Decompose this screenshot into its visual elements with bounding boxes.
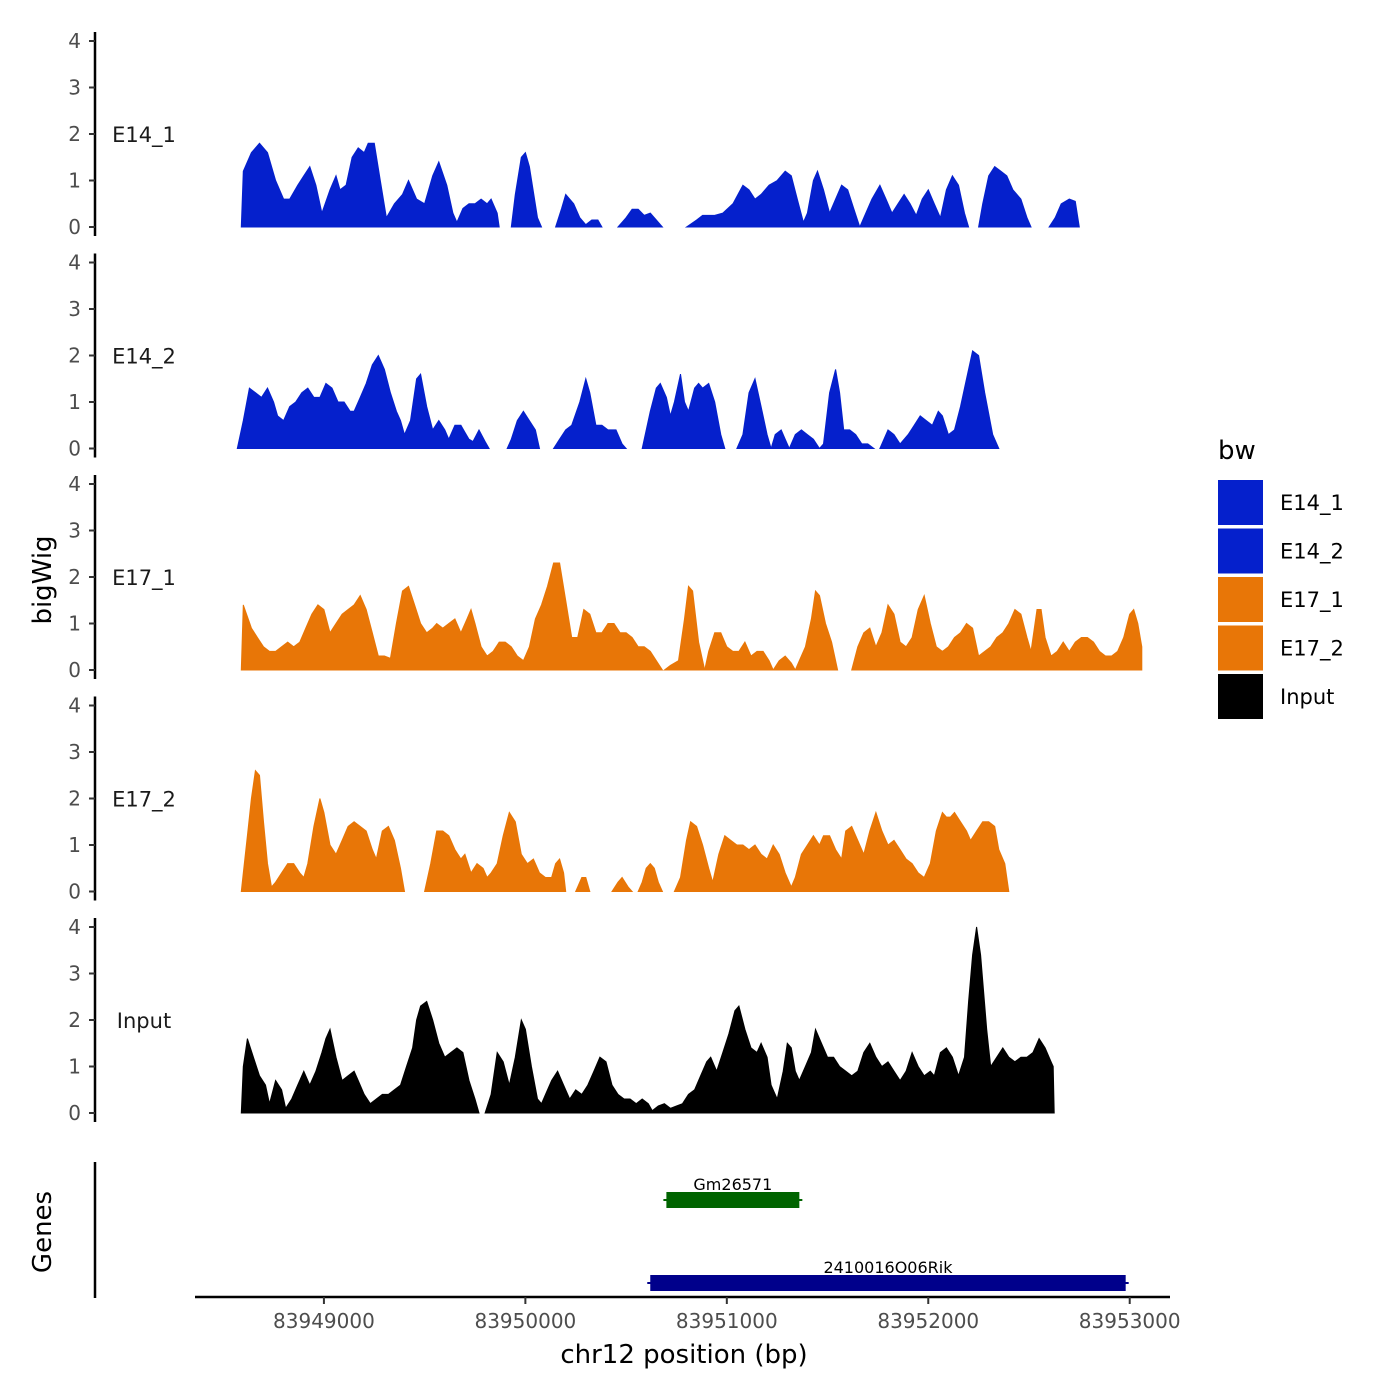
signal-area bbox=[1048, 198, 1080, 228]
gene-2410016O06Rik: 2410016O06Rik bbox=[647, 1258, 1129, 1291]
y-axis-title: bigWig bbox=[28, 535, 58, 624]
bigwig-tracks: 0 1 2 3 4 E14_1 0 1 2 3 4 E14_2 0 1 2 3 4 E17_1 0 1 2 3 4 E17_2… bbox=[68, 29, 1143, 1125]
y-tick-label: 4 bbox=[68, 472, 81, 496]
y-tick-label: 1 bbox=[68, 833, 81, 857]
signal-area bbox=[673, 810, 1010, 892]
track-E17_1: 0 1 2 3 4 E17_1 bbox=[68, 472, 1143, 682]
gene-track: Gm26571 2410016O06Rik bbox=[93, 1162, 1129, 1298]
legend-swatch bbox=[1218, 577, 1263, 622]
signal-area bbox=[684, 169, 861, 228]
gene-label: Gm26571 bbox=[693, 1175, 772, 1194]
y-tick-label: 0 bbox=[68, 1101, 81, 1125]
y-tick-label: 1 bbox=[68, 390, 81, 414]
legend-swatch bbox=[1218, 480, 1263, 525]
legend-swatch bbox=[1218, 625, 1263, 671]
signal-area bbox=[423, 811, 567, 892]
signal-area bbox=[574, 877, 591, 892]
x-tick-label: 83950000 bbox=[474, 1309, 576, 1333]
y-tick-label: 0 bbox=[68, 437, 81, 461]
signal-area bbox=[978, 165, 1032, 228]
x-axis: 83949000 83950000 83951000 83952000 83953000 bbox=[195, 1295, 1181, 1333]
signal-area bbox=[851, 593, 1143, 671]
y-tick-label: 1 bbox=[68, 1055, 81, 1079]
y-tick-label: 2 bbox=[68, 787, 81, 811]
signal-area bbox=[510, 151, 543, 228]
x-tick-label: 83953000 bbox=[1079, 1309, 1181, 1333]
legend-title: bw bbox=[1218, 436, 1256, 466]
y-tick-label: 2 bbox=[68, 565, 81, 589]
signal-area bbox=[736, 377, 772, 449]
y-tick-label: 0 bbox=[68, 658, 81, 682]
signal-area bbox=[859, 174, 970, 228]
x-tick-label: 83949000 bbox=[273, 1309, 375, 1333]
signal-area bbox=[641, 373, 726, 449]
signal-area bbox=[506, 410, 541, 449]
y-tick-label: 4 bbox=[68, 29, 81, 53]
track-E14_1: 0 1 2 3 4 E14_1 bbox=[68, 29, 1080, 239]
y-tick-label: 1 bbox=[68, 169, 81, 193]
signal-area bbox=[794, 589, 839, 671]
legend-label: E14_1 bbox=[1280, 491, 1344, 516]
y-tick-label: 4 bbox=[68, 251, 81, 275]
signal-area bbox=[770, 429, 791, 449]
track-E14_2: 0 1 2 3 4 E14_2 bbox=[68, 251, 1000, 461]
signal-area bbox=[772, 655, 797, 671]
x-tick-label: 83952000 bbox=[877, 1309, 979, 1333]
legend-label: E17_2 bbox=[1280, 637, 1344, 662]
legend-label: Input bbox=[1280, 685, 1334, 709]
y-tick-label: 3 bbox=[68, 519, 81, 543]
y-tick-label: 0 bbox=[68, 215, 81, 239]
y-tick-label: 4 bbox=[68, 915, 81, 939]
x-axis-title: chr12 position (bp) bbox=[560, 1340, 807, 1370]
legend-label: E14_2 bbox=[1280, 540, 1344, 565]
signal-area bbox=[611, 876, 634, 892]
legend: bw E14_1 E14_2 E17_1 E17_2 Input bbox=[1218, 436, 1344, 719]
legend-swatch bbox=[1218, 674, 1263, 719]
signal-area bbox=[240, 142, 500, 228]
signal-area bbox=[240, 562, 664, 671]
y-tick-label: 3 bbox=[68, 962, 81, 986]
signal-area bbox=[236, 354, 490, 449]
y-tick-label: 0 bbox=[68, 880, 81, 904]
track-label: Input bbox=[117, 1009, 171, 1033]
legend-label: E17_1 bbox=[1280, 588, 1344, 613]
track-label: E17_2 bbox=[112, 788, 176, 813]
signal-area bbox=[818, 369, 876, 449]
signal-area bbox=[240, 769, 406, 892]
signal-area bbox=[484, 926, 1055, 1114]
track-label: E14_1 bbox=[112, 123, 176, 148]
y-tick-label: 4 bbox=[68, 694, 81, 718]
legend-swatch bbox=[1218, 528, 1263, 574]
signal-area bbox=[788, 429, 821, 449]
gene-label: 2410016O06Rik bbox=[823, 1258, 953, 1277]
y-tick-label: 2 bbox=[68, 122, 81, 146]
gene-Gm26571: Gm26571 bbox=[663, 1175, 803, 1208]
y-tick-label: 1 bbox=[68, 612, 81, 636]
track-Input: 0 1 2 3 4 Input bbox=[68, 915, 1055, 1125]
y-tick-label: 3 bbox=[68, 76, 81, 100]
signal-area bbox=[704, 632, 774, 671]
y-tick-label: 2 bbox=[68, 344, 81, 368]
y-tick-label: 2 bbox=[68, 1008, 81, 1032]
track-label: E14_2 bbox=[112, 345, 176, 370]
genes-axis-title: Genes bbox=[28, 1191, 58, 1273]
signal-area bbox=[616, 208, 664, 228]
signal-area bbox=[879, 350, 1000, 449]
track-E17_2: 0 1 2 3 4 E17_2 bbox=[68, 694, 1010, 904]
signal-area bbox=[637, 862, 664, 892]
signal-area bbox=[554, 193, 603, 228]
x-tick-label: 83951000 bbox=[676, 1309, 778, 1333]
track-label: E17_1 bbox=[112, 566, 176, 591]
signal-area bbox=[662, 585, 706, 671]
y-tick-label: 3 bbox=[68, 740, 81, 764]
signal-area bbox=[552, 376, 628, 449]
signal-area bbox=[240, 1000, 480, 1114]
y-tick-label: 3 bbox=[68, 297, 81, 321]
